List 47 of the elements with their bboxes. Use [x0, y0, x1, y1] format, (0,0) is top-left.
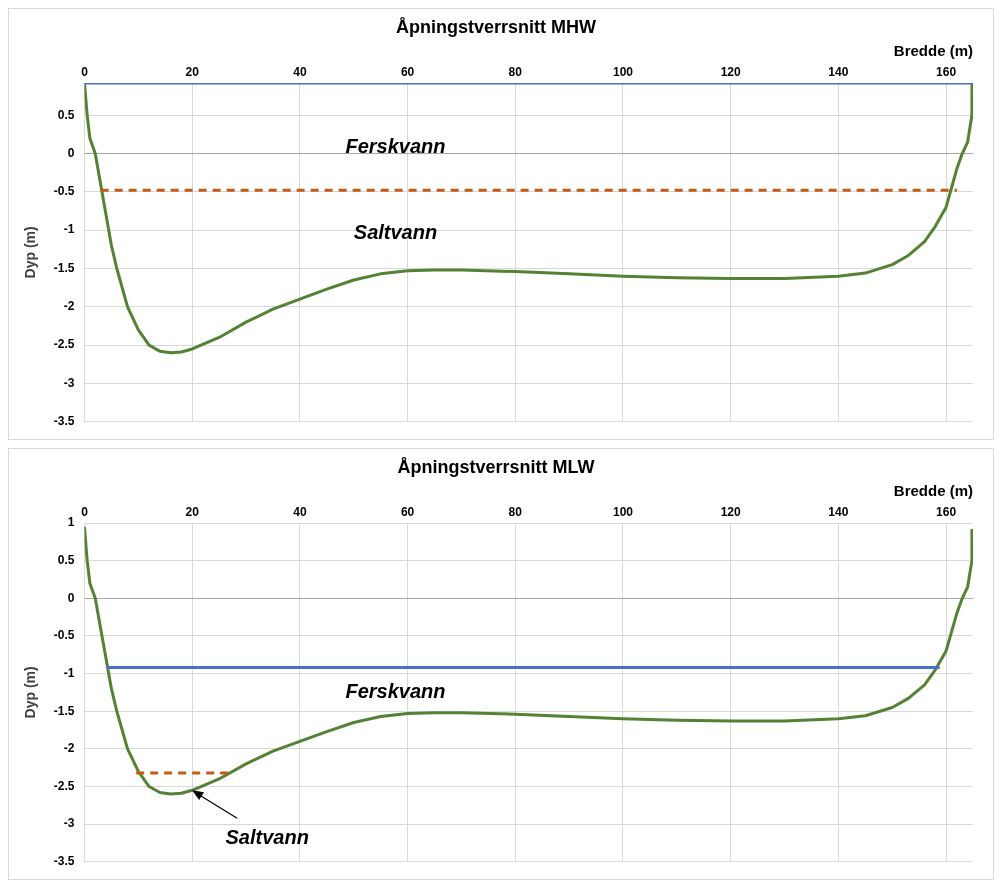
x-tick-label: 80: [508, 65, 523, 80]
y-tick-label: 0: [67, 145, 75, 160]
x-tick-label: 140: [828, 65, 849, 80]
x-tick-label: 160: [936, 505, 957, 520]
chart-title: Åpningstverrsnitt MHW: [396, 16, 597, 37]
x-tick-label: 120: [720, 505, 742, 520]
x-tick-label: 80: [508, 505, 523, 520]
x-tick-label: 160: [936, 65, 957, 80]
y-tick-label: -2: [63, 741, 75, 756]
x-tick-label: 20: [185, 65, 200, 80]
y-tick-label: -1: [63, 665, 75, 680]
y-tick-label: -2.5: [53, 778, 75, 793]
x-axis-title: Bredde (m): [893, 481, 973, 499]
chart-title: Åpningstverrsnitt MLW: [397, 456, 595, 477]
y-tick-label: 1: [67, 515, 75, 530]
y-tick-label: -0.5: [53, 628, 75, 643]
y-tick-label: -2: [63, 299, 75, 314]
y-tick-label: 0.5: [57, 552, 75, 567]
y-tick-label: -1.5: [53, 703, 75, 718]
annotation: Saltvann: [353, 221, 438, 244]
x-tick-label: 20: [185, 505, 200, 520]
y-tick-label: -1.5: [53, 260, 75, 275]
x-tick-label: 40: [293, 65, 307, 80]
y-axis-title: Dyp (m): [22, 226, 39, 279]
x-tick-label: 0: [81, 505, 89, 520]
x-tick-label: 40: [293, 505, 307, 520]
x-axis-title: Bredde (m): [893, 41, 973, 59]
x-tick-label: 60: [400, 505, 415, 520]
y-tick-label: -3.5: [53, 854, 75, 869]
x-tick-label: 120: [720, 65, 742, 80]
x-tick-label: 60: [400, 65, 415, 80]
y-tick-label: -3: [63, 816, 75, 831]
y-tick-label: -0.5: [53, 184, 75, 199]
x-tick-label: 0: [81, 65, 89, 80]
y-axis-title: Dyp (m): [22, 666, 39, 719]
y-tick-label: -1: [63, 222, 75, 237]
y-tick-label: -2.5: [53, 337, 75, 352]
y-tick-label: 0: [67, 590, 75, 605]
y-tick-label: 0.5: [57, 107, 75, 122]
annotation: Ferskvann: [345, 679, 446, 702]
y-tick-label: -3: [63, 375, 75, 390]
x-tick-label: 100: [612, 505, 634, 520]
annotation: Saltvann: [225, 825, 309, 848]
y-tick-label: -3.5: [53, 414, 75, 429]
x-tick-label: 140: [828, 505, 849, 520]
annotation: Ferskvann: [345, 134, 446, 157]
x-tick-label: 100: [612, 65, 634, 80]
